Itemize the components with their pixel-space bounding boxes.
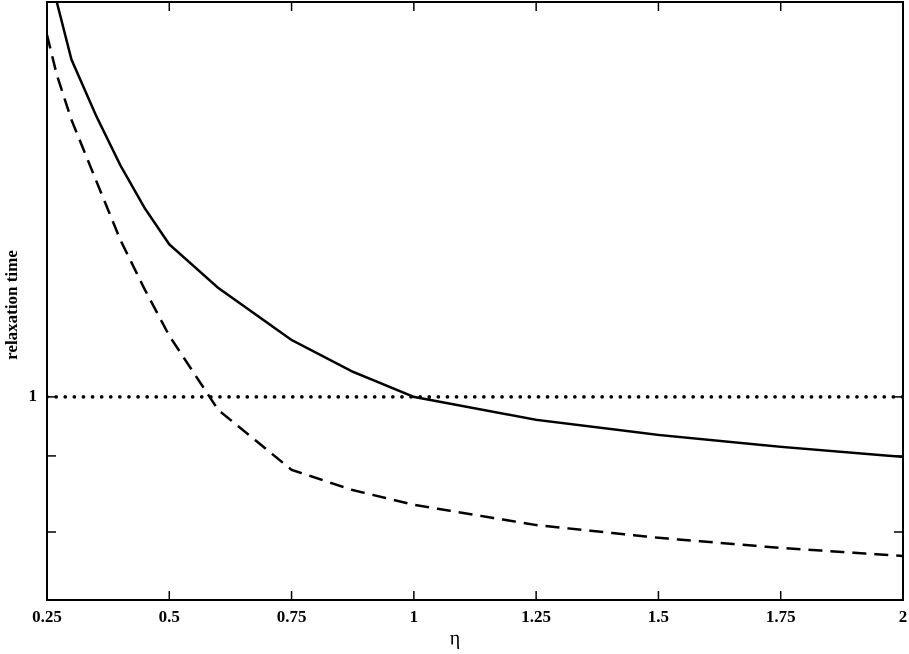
x-tick-label: 1.75 xyxy=(766,607,796,626)
y-tick-label: 1 xyxy=(29,386,38,405)
x-tick-label: 1.5 xyxy=(648,607,669,626)
plot-frame xyxy=(46,1,904,601)
x-tick-label: 1 xyxy=(410,607,419,626)
x-tick-label: 0.5 xyxy=(159,607,180,626)
y-axis-label: relaxation time xyxy=(2,250,21,360)
x-tick-label: 2 xyxy=(899,607,908,626)
x-tick-label: 1.25 xyxy=(521,607,551,626)
series-line xyxy=(47,34,903,558)
series-line xyxy=(55,2,903,459)
x-tick-label: 0.75 xyxy=(277,607,307,626)
x-axis-label: η xyxy=(450,628,460,650)
x-tick-label: 0.25 xyxy=(32,607,62,626)
